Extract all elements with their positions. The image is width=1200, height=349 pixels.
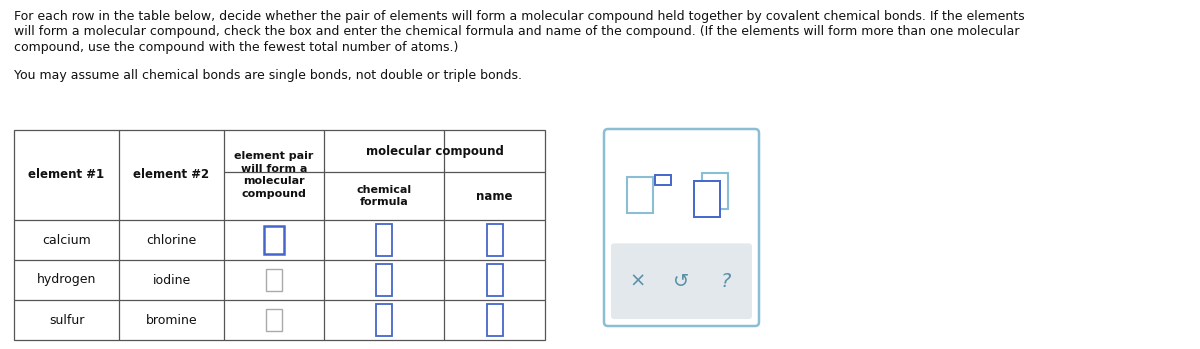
Text: For each row in the table below, decide whether the pair of elements will form a: For each row in the table below, decide … — [14, 10, 1025, 23]
Text: molecular compound: molecular compound — [366, 144, 504, 157]
Text: bromine: bromine — [145, 313, 197, 327]
Text: element pair
will form a
molecular
compound: element pair will form a molecular compo… — [234, 151, 313, 199]
Text: ×: × — [629, 272, 646, 291]
Polygon shape — [376, 224, 392, 256]
Text: element #1: element #1 — [29, 169, 104, 181]
Text: hydrogen: hydrogen — [37, 274, 96, 287]
Polygon shape — [486, 304, 503, 336]
Text: You may assume all chemical bonds are single bonds, not double or triple bonds.: You may assume all chemical bonds are si… — [14, 69, 522, 82]
Polygon shape — [628, 177, 653, 213]
Polygon shape — [264, 226, 284, 254]
Polygon shape — [694, 181, 720, 217]
Text: will form a molecular compound, check the box and enter the chemical formula and: will form a molecular compound, check th… — [14, 25, 1020, 38]
Polygon shape — [486, 224, 503, 256]
Polygon shape — [266, 309, 282, 331]
Text: ?: ? — [720, 272, 731, 291]
Polygon shape — [655, 175, 671, 185]
Polygon shape — [486, 264, 503, 296]
Text: element #2: element #2 — [133, 169, 210, 181]
Text: chlorine: chlorine — [146, 233, 197, 246]
Text: calcium: calcium — [42, 233, 91, 246]
Text: name: name — [476, 190, 512, 202]
Text: sulfur: sulfur — [49, 313, 84, 327]
Text: compound, use the compound with the fewest total number of atoms.): compound, use the compound with the fewe… — [14, 41, 458, 54]
Polygon shape — [266, 269, 282, 291]
FancyBboxPatch shape — [611, 243, 752, 319]
Text: chemical
formula: chemical formula — [356, 185, 412, 207]
Text: ↺: ↺ — [673, 272, 690, 291]
FancyBboxPatch shape — [604, 129, 760, 326]
Text: iodine: iodine — [152, 274, 191, 287]
Polygon shape — [702, 173, 728, 209]
Polygon shape — [376, 264, 392, 296]
Polygon shape — [376, 304, 392, 336]
